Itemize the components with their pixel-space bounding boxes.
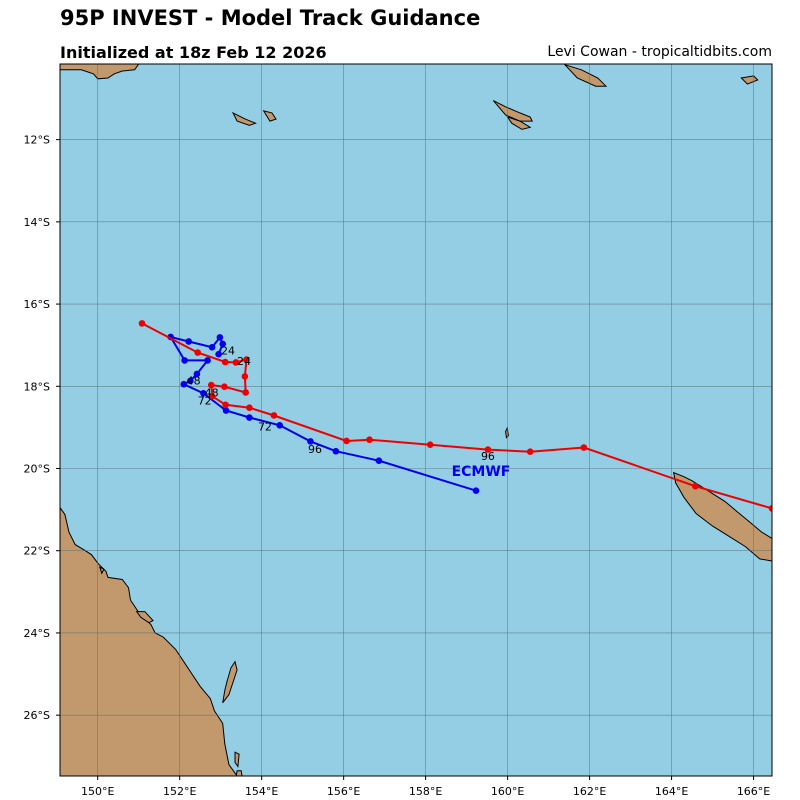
- ecmwf-track-point: [216, 334, 224, 341]
- ecmwf-track-point: [185, 338, 193, 345]
- other-track-point: [343, 437, 350, 445]
- other-track-point: [768, 505, 772, 512]
- forecast-hour-label: 96: [308, 443, 322, 456]
- ecmwf-track-point: [332, 447, 340, 455]
- other-track-point: [243, 356, 250, 363]
- x-tick-label: 150°E: [81, 785, 114, 798]
- axis-ticks: 150°E 152°E 154°E 156°E 158°E 160°E 162°E 164°E…: [24, 134, 771, 798]
- other-track-point: [221, 383, 228, 391]
- other-track-point: [484, 446, 492, 453]
- y-tick-label: 16°S: [24, 298, 50, 311]
- y-tick-label: 18°S: [24, 380, 50, 393]
- x-tick-label: 162°E: [573, 785, 606, 798]
- fraser-island-land: [222, 660, 238, 704]
- moreton-island-land: [234, 751, 240, 768]
- whitsunday-island-land: [98, 566, 105, 575]
- y-tick-label: 24°S: [24, 627, 50, 640]
- ecmwf-track-point: [222, 407, 230, 414]
- ecmwf-track-point: [375, 457, 383, 464]
- other-track-point: [366, 436, 373, 444]
- makira-land: [563, 64, 608, 87]
- curtis-island-land: [135, 611, 154, 624]
- ecmwf-track-point: [181, 357, 188, 364]
- ecmwf-track-point: [307, 438, 314, 445]
- other-track-point: [241, 373, 249, 380]
- other-track-point: [232, 359, 240, 366]
- x-tick-label: 160°E: [491, 785, 524, 798]
- ecmwf-track-point: [472, 487, 480, 495]
- land-layer: [60, 64, 772, 776]
- other-track-point: [138, 320, 146, 327]
- other-track-point: [580, 444, 588, 451]
- ecmwf-track-point: [215, 350, 222, 358]
- ecmwf-track-point: [208, 343, 216, 351]
- y-tick-label: 26°S: [24, 709, 50, 722]
- x-tick-label: 156°E: [327, 785, 360, 798]
- y-tick-label: 22°S: [24, 545, 50, 558]
- sudest-island-land: [231, 111, 257, 126]
- ecmwf-track-point: [276, 422, 284, 429]
- stradbroke-island-land: [235, 770, 243, 776]
- x-tick-label: 152°E: [163, 785, 196, 798]
- other-track-point: [208, 392, 216, 400]
- other-track-point: [526, 448, 534, 455]
- other-track-point: [242, 389, 249, 396]
- ecmwf-track-point: [180, 380, 188, 388]
- y-tick-label: 14°S: [24, 216, 50, 229]
- ecmwf-track-point: [219, 340, 227, 348]
- rossel-island-land: [262, 110, 277, 122]
- x-tick-label: 164°E: [655, 785, 688, 798]
- x-tick-label: 166°E: [737, 785, 770, 798]
- forecast-hour-label: 48: [205, 387, 219, 400]
- forecast-hour-label: 72: [198, 394, 212, 407]
- y-tick-label: 12°S: [24, 134, 50, 147]
- x-tick-label: 154°E: [245, 785, 278, 798]
- forecast-hour-label: 96: [481, 450, 495, 463]
- forecast-hour-label: 24: [237, 355, 251, 368]
- rennell-island-land: [506, 116, 532, 130]
- ecmwf-track-point: [193, 370, 201, 378]
- model-name-label: ECMWF: [452, 464, 511, 480]
- gridlines: [60, 64, 772, 776]
- map-frame: [59, 63, 773, 777]
- forecast-hour-label: 72: [258, 421, 272, 434]
- guadalcanal-land: [492, 100, 534, 122]
- forecast-hour-label: 48: [187, 375, 201, 388]
- other-track-point: [194, 349, 202, 356]
- ecmwf-track-point: [187, 377, 194, 385]
- other-track-point: [692, 482, 699, 490]
- model-tracks: [138, 320, 772, 512]
- forecast-hour-label: 24: [221, 345, 235, 358]
- ecmwf-track-point: [246, 414, 253, 421]
- other-track-point: [221, 358, 229, 366]
- new-guinea-tip-land: [60, 64, 140, 80]
- chart-title: 95P INVEST - Model Track Guidance: [60, 6, 481, 30]
- other-track-point: [426, 441, 434, 448]
- credit-text: Levi Cowan - tropicaltidbits.com: [547, 44, 772, 60]
- other-track-point: [246, 404, 253, 411]
- other-track-point: [207, 381, 215, 389]
- australia-land: [60, 506, 238, 776]
- x-tick-label: 158°E: [409, 785, 442, 798]
- ecmwf-track-point: [200, 389, 207, 397]
- other-track-point: [270, 412, 278, 419]
- chart-subtitle: Initialized at 18z Feb 12 2026: [60, 43, 327, 62]
- ecmwf-track-point: [204, 357, 211, 364]
- other-track-point: [222, 401, 229, 409]
- y-tick-label: 20°S: [24, 463, 50, 476]
